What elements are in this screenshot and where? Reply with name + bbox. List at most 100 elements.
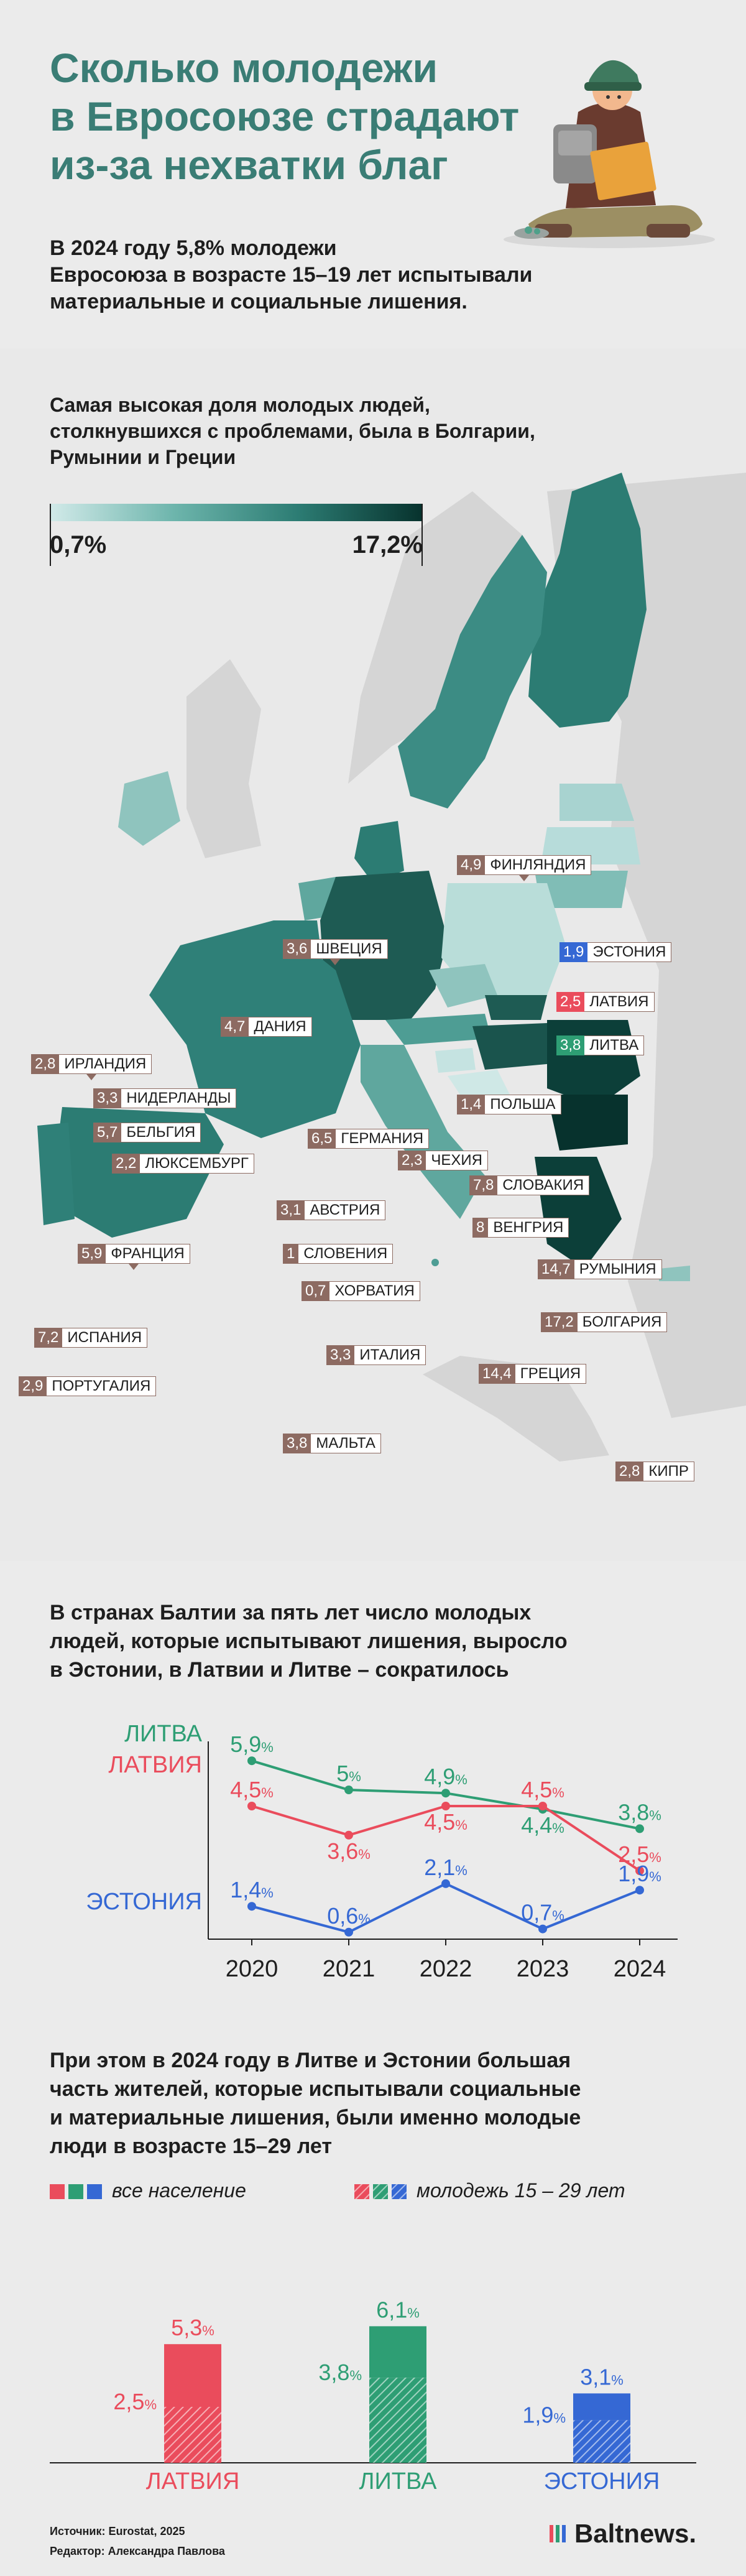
bar-youth [573,2420,630,2463]
bar-heading-line: При этом в 2024 году в Литве и Эстонии б… [50,2049,571,2072]
lithuania-shape [535,871,628,908]
map-heading-line: Румынии и Греции [50,446,236,468]
slovakia-shape [485,995,547,1020]
series-name-label: ЛАТВИЯ [108,1752,202,1778]
series-point [247,1756,256,1766]
series-name-label: ЛИТВА [124,1721,203,1747]
ireland-shape [118,771,180,846]
map-heading-line: Самая высокая доля молодых людей, [50,394,430,416]
x-tick-label: 2023 [517,1956,569,1982]
data-label: 4,4% [521,1812,564,1838]
data-label: 4,5% [230,1777,274,1802]
bar-heading-line: люди в возрасте 15–29 лет [50,2134,332,2158]
legend-swatch [87,2184,102,2199]
country-name: ЛЮКСЕМБУРГ [140,1154,254,1174]
country-name: ФИНЛЯНДИЯ [485,855,592,875]
country-name: ЛИТВА [584,1035,645,1055]
young-person-illustration [504,60,715,248]
bar-value-label: 2,5% [113,2389,157,2414]
sweden-shape [398,535,547,808]
country-label-estonia: 1,9 ЭСТОНИЯ [560,942,672,962]
legend-gradient [50,504,423,521]
country-label-finland: 4,9 ФИНЛЯНДИЯ [457,855,592,881]
legend-swatch [68,2184,83,2199]
country-value: 1,9 [560,942,588,962]
bar-heading-line: и материальные лишения, были именно моло… [50,2106,581,2129]
country-label-slovenia: 1 СЛОВЕНИЯ [283,1244,394,1264]
country-name: ВЕНГРИЯ [488,1218,569,1238]
series-point [635,1824,644,1833]
country-value: 7,2 [34,1328,63,1348]
legend-all-population: все население [50,2179,246,2202]
country-label-ireland: 2,8 ИРЛАНДИЯ [31,1054,152,1080]
legend-swatch [50,2184,65,2199]
country-name: РУМЫНИЯ [574,1259,662,1279]
austria-shape [385,1014,491,1045]
title-line: из-за нехватки благ [50,142,448,188]
country-name: НИДЕРЛАНДЫ [121,1088,237,1108]
data-label: 0,6% [327,1903,371,1929]
data-label: 1,4% [230,1877,274,1902]
title-line: в Евросоюзе страдают [50,93,520,139]
country-value: 2,3 [398,1151,426,1170]
country-value: 4,9 [457,855,486,875]
country-value: 6,5 [308,1129,336,1149]
legend-label: все население [112,2179,246,2202]
country-name: ХОРВАТИЯ [329,1281,420,1301]
country-value: 5,7 [93,1123,122,1142]
country-label-hungary: 8 ВЕНГРИЯ [472,1218,569,1238]
data-label: 2,1% [424,1855,467,1880]
country-label-romania: 14,7 РУМЫНИЯ [538,1259,662,1279]
category-label: ЛАТВИЯ [146,2468,240,2495]
map-legend: 0,7% 17,2% [50,504,423,572]
beanie-shape [587,60,640,87]
brand-logo: Baltnews. [549,2519,696,2549]
series-point [441,1802,450,1810]
legend-max-label: 17,2% [352,531,423,558]
country-label-greece: 14,4 ГРЕЦИЯ [479,1364,587,1384]
country-value: 3,3 [93,1088,122,1108]
bar-chart: все население молодежь 15 – 29 лет 5,3% 2,5… [50,2179,696,2495]
legend-swatch [373,2184,388,2199]
line-heading-line: В странах Балтии за пять лет число молод… [50,1601,532,1624]
page-title: Сколько молодежи в Евросоюзе страдают из… [50,44,519,189]
country-name: БЕЛЬГИЯ [121,1123,201,1142]
country-value: 2,9 [19,1376,47,1396]
country-value: 3,8 [283,1434,311,1453]
denmark-shape [354,821,404,883]
x-tick-label: 2022 [420,1956,472,1982]
country-label-luxembourg: 2,2 ЛЮКСЕМБУРГ [112,1154,254,1174]
cyprus-shape [659,1266,690,1281]
line-heading-line: в Эстонии, в Латвии и Литве – сократилос… [50,1658,509,1682]
great-britain-land [186,659,261,858]
estonia-shape [560,784,634,821]
coin-dish-shape [514,228,549,239]
country-value: 2,8 [31,1054,60,1074]
series-point [441,1789,450,1798]
bar-chart-heading: При этом в 2024 году в Литве и Эстонии б… [50,2046,581,2161]
line-heading-line: людей, которые испытывают лишения, вырос… [50,1629,568,1653]
legend-right-tick [421,504,423,566]
country-name: ДАНИЯ [249,1017,312,1037]
series-point [538,1924,547,1934]
bar-heading-line: часть жителей, которые испытывали социал… [50,2077,581,2101]
brand-mark-icon [549,2519,568,2549]
norway-land [348,491,522,784]
country-value: 2,5 [556,992,585,1012]
country-name: БОЛГАРИЯ [577,1312,668,1332]
legend-min-label: 0,7% [50,531,107,558]
editor-note: Редактор: Александра Павлова [50,2545,225,2557]
country-value: 1 [283,1244,299,1264]
country-label-spain: 7,2 ИСПАНИЯ [34,1328,148,1348]
title-line: Сколько молодежи [50,45,438,91]
series-point [344,1786,353,1794]
legend-swatch [354,2184,369,2199]
x-tick-label: 2021 [323,1956,375,1982]
x-tick-label: 2020 [226,1956,279,1982]
country-name: ПОРТУГАЛИЯ [47,1376,157,1396]
country-label-italy: 3,3 ИТАЛИЯ [326,1345,426,1365]
source-note: Источник: Eurostat, 2025 [50,2525,185,2537]
series-point [344,1830,353,1840]
series-name-label: ЭСТОНИЯ [86,1889,202,1915]
map-heading-line: столкнувшихся с проблемами, была в Болга… [50,420,535,442]
